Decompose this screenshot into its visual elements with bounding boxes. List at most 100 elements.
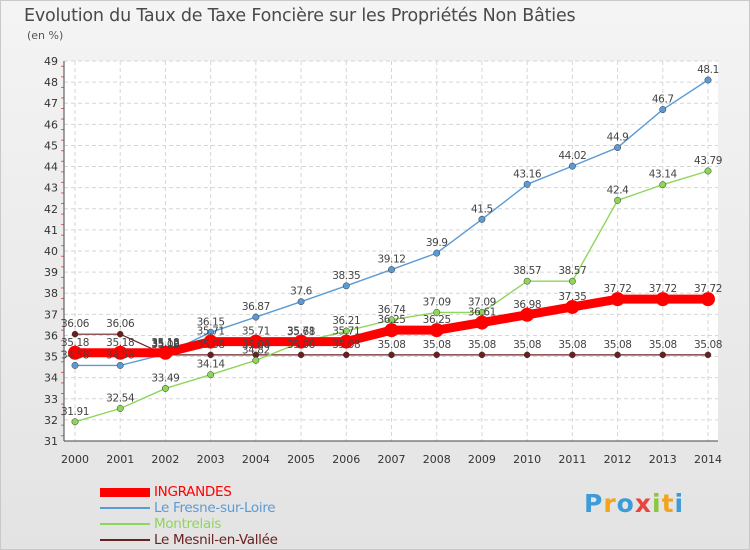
data-point-le-fresne-sur-loire: [433, 249, 441, 257]
data-point-montrelais: [704, 167, 712, 175]
logo-letter: P: [584, 489, 604, 518]
data-label-le-fresne-sur-loire: 46.7: [652, 94, 674, 106]
data-point-le-mesnil-en-vallee: [343, 351, 350, 359]
x-tick-label: 2012: [604, 453, 632, 466]
data-label-ingrandes: 36.98: [513, 299, 541, 311]
x-tick-label: 2003: [197, 453, 225, 466]
data-point-montrelais: [433, 308, 441, 316]
data-label-le-mesnil-en-vallee: 35.08: [151, 339, 179, 351]
data-point-le-mesnil-en-vallee: [207, 351, 214, 359]
data-point-le-mesnil-en-vallee: [478, 351, 486, 359]
data-point-le-fresne-sur-loire: [478, 215, 486, 223]
data-point-le-fresne-sur-loire: [252, 313, 260, 321]
data-point-montrelais: [207, 371, 215, 379]
y-tick-label: 49: [44, 55, 58, 68]
data-point-le-mesnil-en-vallee: [569, 351, 576, 359]
data-point-montrelais: [568, 277, 576, 285]
data-point-ingrandes: [565, 299, 580, 314]
y-tick-label: 44: [44, 161, 58, 174]
y-tick-label: 37: [44, 308, 58, 321]
data-point-montrelais: [523, 277, 531, 285]
data-label-montrelais: 34.14: [197, 359, 226, 371]
data-label-le-mesnil-en-vallee: 35.08: [468, 339, 496, 351]
data-point-le-mesnil-en-vallee: [71, 330, 79, 338]
logo-letter: r: [603, 489, 617, 518]
data-label-le-mesnil-en-vallee: 35.08: [332, 339, 360, 351]
data-label-le-fresne-sur-loire: 39.9: [426, 237, 448, 249]
data-label-ingrandes: 36.25: [377, 314, 405, 326]
legend-label: Montrelais: [154, 516, 222, 532]
y-tick-label: 47: [44, 97, 58, 110]
data-point-le-fresne-sur-loire: [297, 298, 305, 306]
x-tick-label: 2006: [332, 453, 360, 466]
data-point-ingrandes: [701, 292, 715, 307]
data-label-montrelais: 34.82: [242, 344, 270, 356]
data-point-ingrandes: [339, 334, 354, 349]
data-point-montrelais: [388, 316, 395, 324]
data-point-montrelais: [342, 327, 350, 335]
x-tick-label: 2002: [151, 453, 179, 466]
data-label-ingrandes: 37.72: [604, 283, 632, 295]
legend-swatch: [100, 539, 150, 541]
data-point-ingrandes: [158, 345, 173, 360]
data-label-le-mesnil-en-vallee: 35.08: [377, 339, 405, 351]
data-point-le-mesnil-en-vallee: [614, 351, 621, 359]
data-label-ingrandes: 35.18: [61, 337, 89, 349]
y-tick-label: 41: [44, 224, 58, 237]
data-point-le-fresne-sur-loire: [342, 282, 350, 290]
x-tick-label: 2001: [106, 453, 134, 466]
x-tick-label: 2008: [423, 453, 451, 466]
data-label-le-mesnil-en-vallee: 36.06: [106, 318, 135, 330]
data-label-le-mesnil-en-vallee: 35.08: [513, 339, 541, 351]
data-label-ingrandes: 35.18: [151, 337, 179, 349]
data-point-montrelais: [614, 196, 622, 204]
y-tick-label: 31: [44, 435, 58, 448]
data-point-le-mesnil-en-vallee: [433, 351, 440, 359]
data-label-le-fresne-sur-loire: 44.9: [607, 132, 629, 144]
data-label-montrelais: 37.09: [423, 296, 451, 308]
data-label-le-fresne-sur-loire: 34.58: [106, 349, 134, 361]
y-tick-label: 32: [44, 414, 58, 427]
data-point-montrelais: [161, 384, 169, 392]
y-tick-label: 36: [44, 329, 58, 342]
data-point-ingrandes: [203, 334, 218, 349]
data-label-ingrandes: 35.71: [242, 326, 270, 338]
data-label-le-mesnil-en-vallee: 36.06: [61, 318, 90, 330]
x-tick-label: 2004: [242, 453, 270, 466]
data-label-le-mesnil-en-vallee: 35.08: [604, 339, 632, 351]
data-label-le-fresne-sur-loire: 44.02: [558, 150, 586, 162]
data-point-montrelais: [659, 181, 667, 189]
data-point-ingrandes: [610, 292, 625, 307]
y-tick-label: 38: [44, 287, 58, 300]
legend-label: Le Fresne-sur-Loire: [154, 500, 276, 516]
data-point-le-fresne-sur-loire: [659, 106, 667, 114]
y-tick-label: 40: [44, 245, 58, 258]
data-label-montrelais: 31.91: [61, 406, 89, 418]
logo-letter: o: [616, 489, 635, 518]
data-point-montrelais: [116, 405, 124, 412]
data-label-le-fresne-sur-loire: 36.15: [197, 316, 225, 328]
data-label-le-mesnil-en-vallee: 35.08: [287, 339, 315, 351]
data-point-le-fresne-sur-loire: [116, 361, 124, 369]
data-point-le-fresne-sur-loire: [388, 266, 395, 274]
logo-letter: i: [674, 489, 685, 518]
data-label-montrelais: 36.21: [332, 315, 360, 327]
y-tick-label: 46: [44, 118, 58, 131]
data-label-ingrandes: 37.35: [558, 291, 586, 303]
data-label-le-fresne-sur-loire: 34.58: [61, 349, 89, 361]
x-tick-label: 2009: [468, 453, 496, 466]
x-tick-label: 2014: [694, 453, 722, 466]
legend-label: INGRANDES: [154, 484, 232, 500]
data-label-montrelais: 37.09: [468, 296, 496, 308]
data-label-montrelais: 42.4: [607, 184, 629, 196]
data-label-le-fresne-sur-loire: 38.35: [332, 270, 360, 282]
data-point-ingrandes: [520, 307, 535, 322]
legend-swatch: [100, 487, 150, 497]
data-label-montrelais: 38.57: [558, 265, 586, 277]
x-tick-label: 2011: [558, 453, 586, 466]
legend-label: Le Mesnil-en-Vallée: [154, 532, 278, 548]
data-label-ingrandes: 35.71: [287, 326, 315, 338]
data-label-le-mesnil-en-vallee: 35.08: [197, 339, 225, 351]
data-label-le-mesnil-en-vallee: 35.08: [649, 339, 677, 351]
data-label-le-mesnil-en-vallee: 35.08: [242, 339, 270, 351]
